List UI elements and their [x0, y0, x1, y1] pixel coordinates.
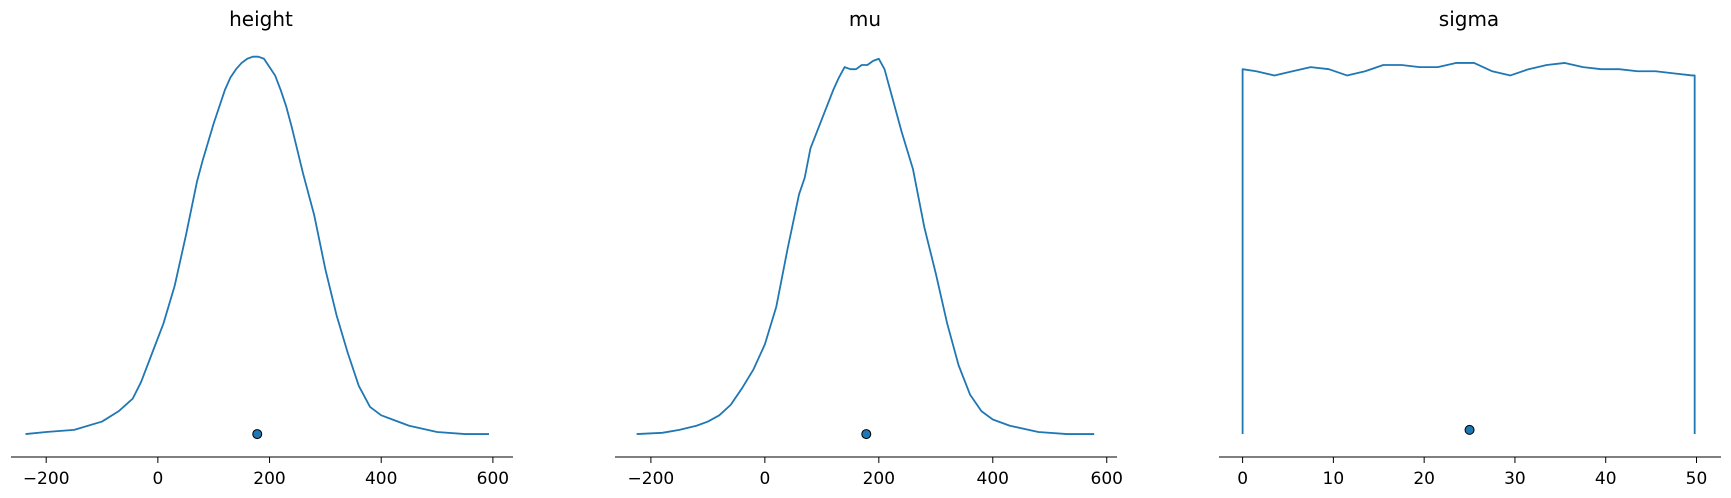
panel-title-mu: mu [849, 7, 881, 31]
x-tick-label: 30 [1504, 469, 1526, 489]
panel-height: height −200 0 200 400 600 [11, 7, 513, 489]
x-tick-label: 400 [977, 469, 1009, 489]
x-tick-label: 10 [1323, 469, 1345, 489]
panel-title-sigma: sigma [1439, 7, 1499, 31]
point-estimate-marker [861, 429, 872, 440]
x-tick-label: 200 [253, 469, 285, 489]
x-tick-label: 400 [365, 469, 397, 489]
point-estimate-marker [252, 429, 263, 440]
x-axis-ticks: −200 0 200 400 600 [23, 457, 509, 489]
x-tick-label: 200 [863, 469, 895, 489]
panel-mu: mu −200 0 200 400 600 [615, 7, 1123, 489]
point-estimate-marker [1464, 424, 1475, 435]
x-tick-label: −200 [628, 469, 675, 489]
x-tick-label: 0 [152, 469, 163, 489]
x-tick-label: 0 [1237, 469, 1248, 489]
x-axis-ticks: −200 0 200 400 600 [628, 457, 1123, 489]
x-tick-label: 600 [1091, 469, 1123, 489]
panel-sigma: sigma 0 10 20 30 40 50 [1219, 7, 1721, 489]
x-tick-label: −200 [23, 469, 70, 489]
x-tick-label: 20 [1413, 469, 1435, 489]
x-tick-label: 50 [1686, 469, 1708, 489]
panel-title-height: height [229, 7, 293, 31]
density-curve [25, 55, 489, 435]
density-curve [636, 57, 1095, 435]
density-curve [1241, 62, 1696, 435]
x-tick-label: 600 [477, 469, 509, 489]
x-tick-label: 0 [759, 469, 770, 489]
x-axis-ticks: 0 10 20 30 40 50 [1237, 457, 1707, 489]
x-tick-label: 40 [1595, 469, 1617, 489]
